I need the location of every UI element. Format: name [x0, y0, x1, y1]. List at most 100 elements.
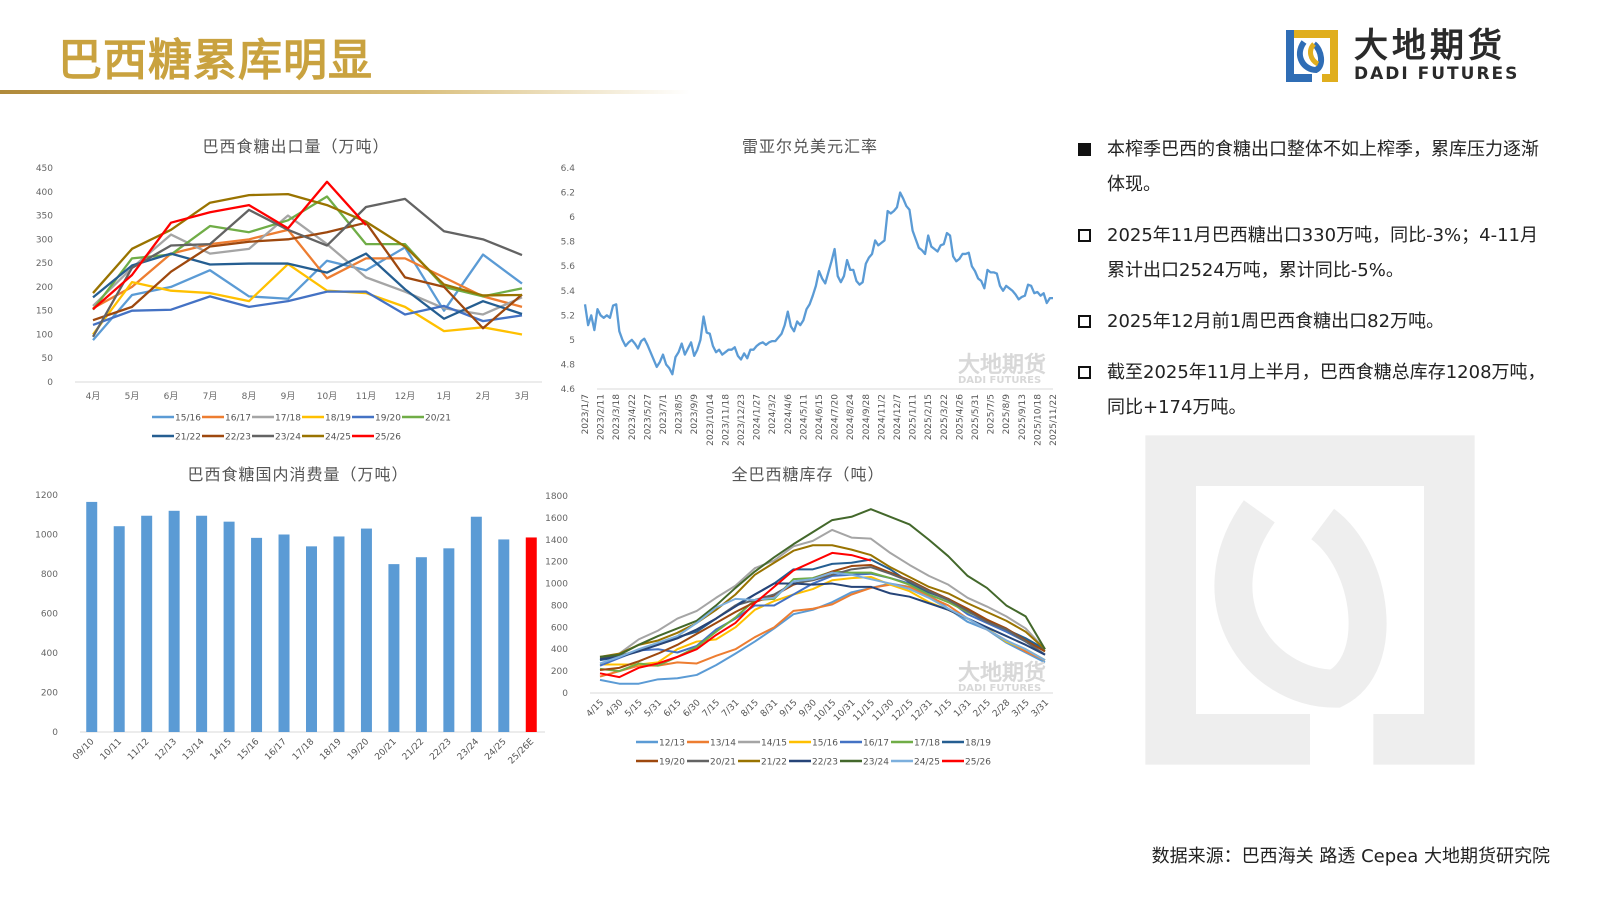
x-tick-label: 7/31 [720, 698, 741, 719]
x-tick-label: 6月 [164, 391, 179, 402]
series-line-25/26 [599, 551, 872, 679]
x-tick-label: 2月 [476, 391, 491, 402]
bar-12/13 [168, 510, 180, 732]
bar-21/22 [415, 557, 427, 732]
x-tick-label: 9/15 [778, 698, 799, 719]
x-tick-label: 14/15 [209, 737, 234, 762]
data-source: 数据来源：巴西海关 路透 Cepea 大地期货研究院 [1151, 846, 1550, 867]
legend-label: 21/22 [761, 758, 787, 768]
x-tick-label: 11/12 [126, 737, 151, 762]
x-tick-label: 2023/1/7 [581, 394, 591, 434]
bar-09/10 [86, 501, 98, 732]
series-line-16/17 [92, 228, 523, 310]
x-tick-label: 2024/11/2 [877, 394, 887, 440]
y-tick-label: 6.4 [561, 164, 576, 174]
x-tick-label: 4/15 [585, 698, 606, 719]
series-line-25/26 [92, 180, 367, 311]
y-tick-label: 300 [36, 235, 53, 245]
x-tick-label: 24/25 [483, 737, 508, 762]
x-tick-label: 2023/7/1 [659, 394, 669, 434]
y-tick-label: 5.2 [561, 311, 575, 321]
x-tick-label: 2024/12/7 [893, 394, 903, 440]
x-tick-label: 2023/10/14 [706, 394, 716, 446]
bar-24/25 [498, 539, 510, 732]
x-tick-label: 2024/8/24 [846, 394, 856, 440]
x-tick-label: 5/15 [623, 698, 644, 719]
title-underline [0, 90, 690, 94]
legend-label: 24/25 [914, 758, 940, 768]
x-tick-label: 2023/12/23 [737, 394, 747, 446]
x-tick-label: 12/31 [910, 698, 935, 723]
x-tick-label: 7月 [203, 391, 218, 402]
bar-15/16 [251, 537, 263, 732]
consumption-chart-title: 巴西食糖国内消费量（万吨） [187, 465, 409, 484]
bullet-text: 2025年11月巴西糖出口330万吨，同比-3%；4-11月累计出口2524万吨… [1107, 225, 1538, 281]
legend-label: 21/22 [175, 433, 201, 443]
x-tick-label: 10月 [317, 391, 337, 402]
x-tick-label: 12/13 [154, 737, 179, 762]
y-tick-label: 800 [41, 570, 58, 580]
x-tick-label: 2/15 [972, 698, 993, 719]
legend-label: 15/16 [812, 739, 838, 749]
bullet-item: 2025年11月巴西糖出口330万吨，同比-3%；4-11月累计出口2524万吨… [1078, 218, 1548, 288]
x-tick-label: 2024/7/20 [831, 394, 841, 440]
legend-label: 22/23 [812, 758, 838, 768]
legend-label: 16/17 [225, 414, 251, 424]
y-tick-label: 400 [551, 645, 568, 655]
x-tick-label: 25/26E [507, 737, 537, 767]
x-tick-label: 15/16 [236, 737, 262, 763]
bullet-item: 2025年12月前1周巴西食糖出口82万吨。 [1078, 304, 1548, 339]
logo-text-cn: 大地期货 [1354, 26, 1506, 66]
legend-label: 12/13 [659, 739, 685, 749]
x-tick-label: 2023/8/5 [675, 394, 685, 434]
x-tick-label: 1/31 [952, 698, 973, 719]
filled-square-icon [1078, 143, 1091, 156]
x-tick-label: 2025/4/26 [955, 394, 965, 440]
x-tick-label: 2025/5/31 [971, 394, 981, 440]
x-tick-label: 13/14 [181, 737, 207, 763]
bullet-text: 本榨季巴西的食糖出口整体不如上榨季，累库压力逐渐体现。 [1107, 139, 1539, 195]
y-tick-label: 1200 [35, 491, 58, 501]
y-tick-label: 200 [551, 667, 568, 677]
hollow-square-icon [1078, 366, 1091, 379]
bar-19/20 [360, 528, 372, 732]
series-line-18/19 [92, 262, 523, 336]
y-tick-label: 100 [36, 330, 53, 340]
y-tick-label: 1000 [35, 531, 58, 541]
bar-11/12 [141, 515, 153, 732]
legend-label: 13/14 [710, 739, 736, 749]
x-tick-label: 3月 [515, 391, 530, 402]
x-tick-label: 2024/3/2 [768, 394, 778, 434]
bar-10/11 [113, 526, 125, 732]
legend-label: 24/25 [325, 433, 351, 443]
y-tick-label: 450 [36, 164, 53, 174]
y-tick-label: 4.6 [561, 385, 576, 395]
y-tick-label: 600 [41, 610, 58, 620]
y-tick-label: 0 [562, 689, 568, 699]
y-tick-label: 6.2 [561, 189, 575, 199]
legend-label: 15/16 [175, 414, 201, 424]
x-tick-label: 19/20 [346, 737, 372, 763]
series-line-21/22 [92, 252, 523, 320]
series-line-value [583, 191, 1053, 376]
x-tick-label: 2025/1/11 [909, 394, 919, 440]
bar-13/14 [196, 515, 208, 732]
y-tick-label: 400 [36, 188, 53, 198]
dadi-logo-icon [1286, 30, 1338, 82]
y-tick-label: 1800 [545, 492, 568, 502]
x-tick-label: 1/15 [933, 698, 954, 719]
series-line-21/22 [599, 544, 1046, 658]
x-tick-label: 8/15 [740, 698, 761, 719]
y-tick-label: 1600 [545, 514, 568, 524]
legend-label: 19/20 [659, 758, 685, 768]
export-chart-title: 巴西食糖出口量（万吨） [202, 137, 390, 156]
y-tick-label: 150 [36, 307, 53, 317]
series-line-16/17 [599, 572, 1046, 667]
legend-label: 20/21 [425, 414, 451, 424]
series-line-14/15 [599, 528, 1046, 662]
bar-23/24 [470, 516, 482, 732]
legend-label: 20/21 [710, 758, 736, 768]
watermark-text: DADI FUTURES [958, 375, 1041, 386]
bullet-text: 截至2025年11月上半月，巴西食糖总库存1208万吨，同比+174万吨。 [1107, 362, 1546, 418]
x-tick-label: 2023/2/11 [597, 394, 607, 440]
